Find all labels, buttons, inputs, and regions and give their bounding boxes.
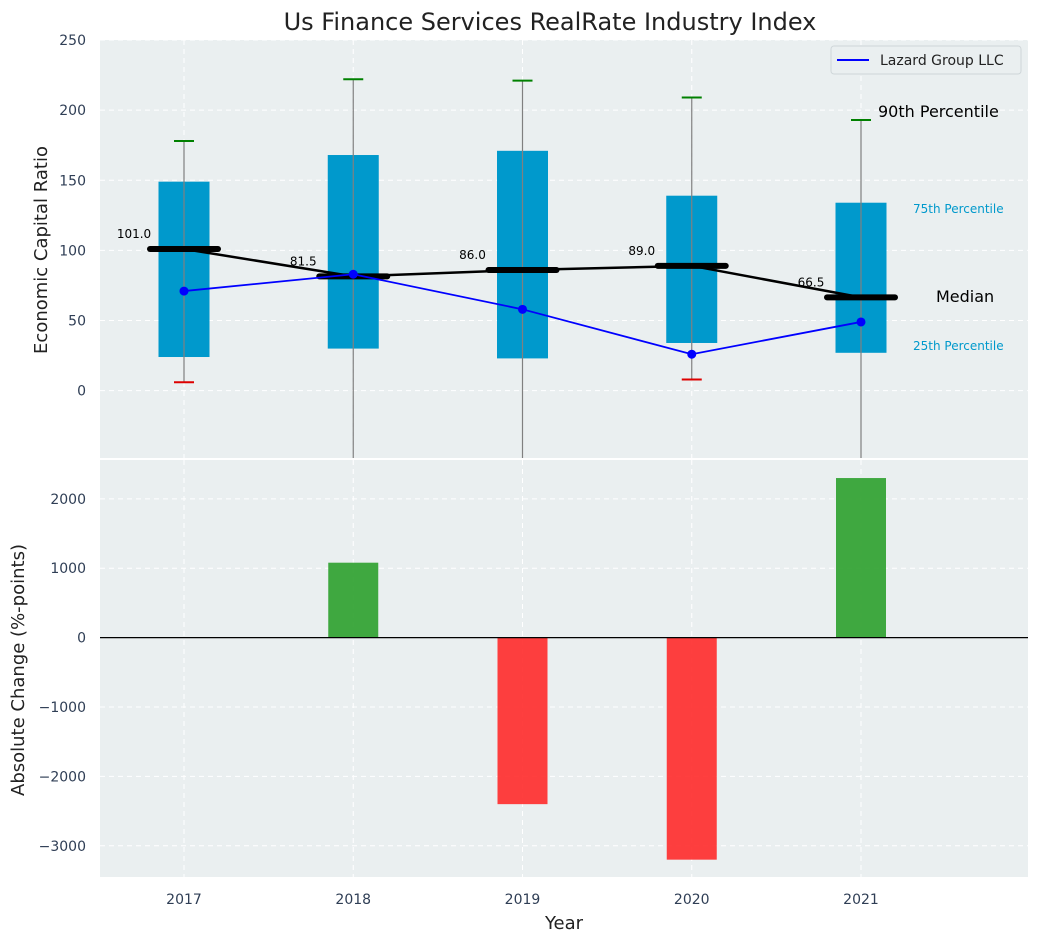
negative-change-bar: [666, 637, 717, 860]
positive-change-bar: [836, 478, 886, 638]
company-point: [687, 349, 697, 359]
bottom-panel-background: [100, 460, 1028, 877]
median-value-label: 101.0: [117, 227, 151, 241]
x-tick-label: 2017: [166, 892, 202, 908]
legend-frame: [830, 45, 1022, 75]
chart-title: Us Finance Services RealRate Industry In…: [284, 8, 817, 36]
y-tick-label: 50: [68, 314, 86, 330]
company-point: [179, 286, 189, 296]
y-tick-label: 150: [59, 173, 86, 189]
median-value-label: 66.5: [798, 275, 825, 289]
x-tick-label: 2020: [674, 892, 710, 908]
company-point: [856, 317, 866, 327]
y-tick-label: 0: [77, 631, 86, 647]
negative-change-bar: [497, 637, 548, 805]
y-tick-label: −1000: [39, 700, 86, 716]
box-series: [158, 78, 887, 458]
y-tick-label: 100: [59, 243, 86, 259]
p75-annotation: 75th Percentile: [913, 202, 1004, 216]
legend: Lazard Group LLC: [830, 45, 1022, 75]
y-tick-label: 0: [77, 384, 86, 400]
bottom-y-ticks: −3000 −2000 −1000 0 1000 2000: [39, 492, 86, 855]
median-value-label: 81.5: [290, 254, 317, 268]
x-ticks: 2017 2018 2019 2020 2021: [166, 892, 879, 908]
change-bars: [100, 478, 1028, 860]
p90-annotation: 90th Percentile: [878, 102, 999, 121]
bottom-y-axis-label: Absolute Change (%-points): [8, 544, 29, 796]
y-tick-label: 1000: [50, 561, 86, 577]
positive-change-bar: [328, 562, 379, 638]
x-tick-label: 2018: [335, 892, 371, 908]
p25-annotation: 25th Percentile: [913, 339, 1004, 353]
legend-label: Lazard Group LLC: [880, 53, 1004, 69]
y-tick-label: 250: [59, 33, 86, 49]
median-value-label: 86.0: [459, 248, 486, 262]
company-point: [348, 269, 358, 279]
top-y-axis-label: Economic Capital Ratio: [31, 146, 52, 354]
x-axis-label: Year: [544, 913, 584, 934]
median-annotation: Median: [936, 287, 994, 306]
line-series: 101.0 81.5 86.0 89.0 66.5: [117, 227, 898, 359]
company-point: [518, 304, 527, 314]
x-tick-label: 2021: [843, 892, 879, 908]
y-tick-label: −3000: [39, 839, 86, 855]
median-value-label: 89.0: [628, 244, 655, 258]
y-tick-label: 200: [59, 103, 86, 119]
y-tick-label: −2000: [39, 769, 86, 785]
x-tick-label: 2019: [505, 892, 541, 908]
top-y-ticks: 0 50 100 150 200 250: [59, 33, 86, 400]
y-tick-label: 2000: [50, 492, 86, 508]
